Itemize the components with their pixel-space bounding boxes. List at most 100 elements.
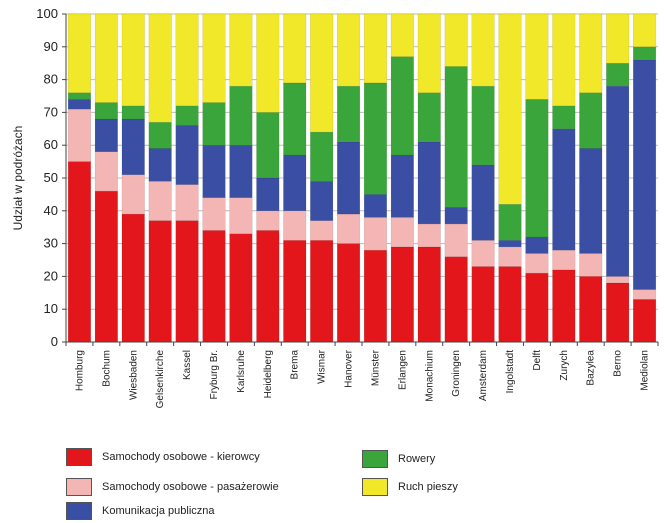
- bar-segment: [444, 66, 468, 208]
- y-tick-label: 100: [36, 6, 58, 21]
- y-tick-labels: 0 10 20 30 40 50 60 70 80 90 100: [36, 6, 58, 349]
- bar-segment: [175, 184, 199, 221]
- axes: [62, 13, 659, 346]
- bar-segment: [202, 197, 226, 231]
- bar-segment: [202, 13, 226, 103]
- bar-segment: [498, 13, 522, 205]
- legend-swatch: [66, 448, 92, 466]
- bar-segment: [121, 105, 145, 120]
- y-axis-label: Udział w podróżach: [11, 126, 25, 231]
- bar-segment: [471, 240, 495, 267]
- y-tick-label: 50: [44, 170, 58, 185]
- legend-label: Komunikacja publiczna: [102, 505, 215, 517]
- legend-item-pasazerowie: Samochody osobowe - pasażerowie: [66, 478, 279, 496]
- bar-segment: [202, 230, 226, 343]
- legend-label: Ruch pieszy: [398, 481, 458, 493]
- bar-segment: [498, 240, 522, 248]
- bar-segment: [67, 92, 92, 100]
- bar-segment: [417, 223, 441, 248]
- bar-segment: [390, 154, 414, 218]
- bar-segment: [606, 85, 630, 277]
- bar-segment: [471, 85, 495, 166]
- bar-segment: [148, 220, 172, 343]
- bar-segment: [579, 148, 603, 254]
- bar-segment: [175, 13, 199, 107]
- bar-segment: [444, 207, 468, 225]
- x-tick-label: Brema: [290, 350, 301, 380]
- bar-segment: [498, 266, 522, 343]
- bar-segment: [579, 253, 603, 277]
- bar-segment: [121, 13, 145, 107]
- x-tick-label: Karlsruhe: [236, 350, 247, 393]
- x-tick-label: Erlangen: [397, 350, 408, 390]
- bar-segment: [148, 121, 172, 149]
- bar-segment: [552, 269, 576, 343]
- bar-segment: [417, 13, 441, 93]
- bar-segment: [94, 13, 118, 103]
- bar-segment: [67, 161, 92, 343]
- bar-segment: [67, 13, 92, 93]
- bar-segment: [606, 13, 630, 64]
- bar-segment: [336, 85, 361, 143]
- y-tick-label: 60: [44, 137, 58, 152]
- legend-item-kierowcy: Samochody osobowe - kierowcy: [66, 448, 260, 466]
- bar-segment: [363, 217, 388, 251]
- bar-segment: [525, 99, 549, 238]
- x-tick-label: Wismar: [317, 349, 328, 384]
- bar-segment: [498, 203, 522, 241]
- bar-segment: [121, 174, 145, 215]
- y-tick-label: 40: [44, 203, 58, 218]
- bar-segment: [310, 13, 334, 133]
- bar-segment: [390, 246, 414, 343]
- bar-segment: [390, 13, 414, 57]
- legend-swatch: [362, 478, 388, 496]
- bar-segment: [148, 13, 172, 123]
- y-tick-label: 20: [44, 268, 58, 283]
- bar-segment: [94, 151, 118, 192]
- bar-segment: [552, 249, 576, 271]
- bar-segment: [579, 13, 603, 93]
- bar-segment: [390, 56, 414, 156]
- x-tick-label: Delft: [532, 350, 543, 371]
- bar-segment: [283, 13, 307, 84]
- bar-segment: [229, 85, 253, 146]
- y-tick-label: 10: [44, 301, 58, 316]
- bar-segment: [256, 112, 280, 179]
- bar-segment: [94, 102, 118, 120]
- bar-segment: [202, 144, 226, 198]
- bar-segment: [256, 230, 280, 343]
- bar-segment: [632, 13, 657, 48]
- bar-segment: [336, 213, 361, 244]
- x-tick-label: Bazylea: [586, 350, 597, 386]
- bar-segment: [229, 13, 253, 87]
- bar-segment: [336, 141, 361, 215]
- x-tick-label: Homburg: [74, 350, 85, 391]
- bar-segment: [94, 118, 118, 153]
- bar-segment: [363, 249, 388, 343]
- bar-segment: [229, 197, 253, 235]
- bar-segment: [444, 223, 468, 257]
- bar-segment: [148, 181, 172, 221]
- x-tick-label: Münster: [370, 349, 381, 386]
- x-tick-label: Ingolstadt: [505, 350, 516, 394]
- bar-segment: [148, 148, 172, 182]
- bar-segment: [121, 213, 145, 343]
- bar-segment: [283, 210, 307, 241]
- bar-segment: [256, 13, 280, 113]
- bar-segment: [444, 13, 468, 67]
- y-tick-label: 30: [44, 236, 58, 251]
- legend-item-komunikacja: Komunikacja publiczna: [66, 502, 215, 520]
- bar-segment: [552, 13, 576, 107]
- legend-swatch: [66, 478, 92, 496]
- y-tick-label: 90: [44, 39, 58, 54]
- y-tick-label: 80: [44, 72, 58, 87]
- x-tick-label: Gelsenkirche: [155, 350, 166, 409]
- bar-segment: [632, 46, 657, 61]
- bar-segment: [175, 105, 199, 126]
- bar-segment: [552, 128, 576, 251]
- bar-segment: [417, 92, 441, 143]
- x-tick-label: Berno: [613, 350, 624, 377]
- bar-segment: [310, 181, 334, 221]
- bar-segment: [417, 141, 441, 225]
- x-tick-label: Amsterdam: [478, 350, 489, 401]
